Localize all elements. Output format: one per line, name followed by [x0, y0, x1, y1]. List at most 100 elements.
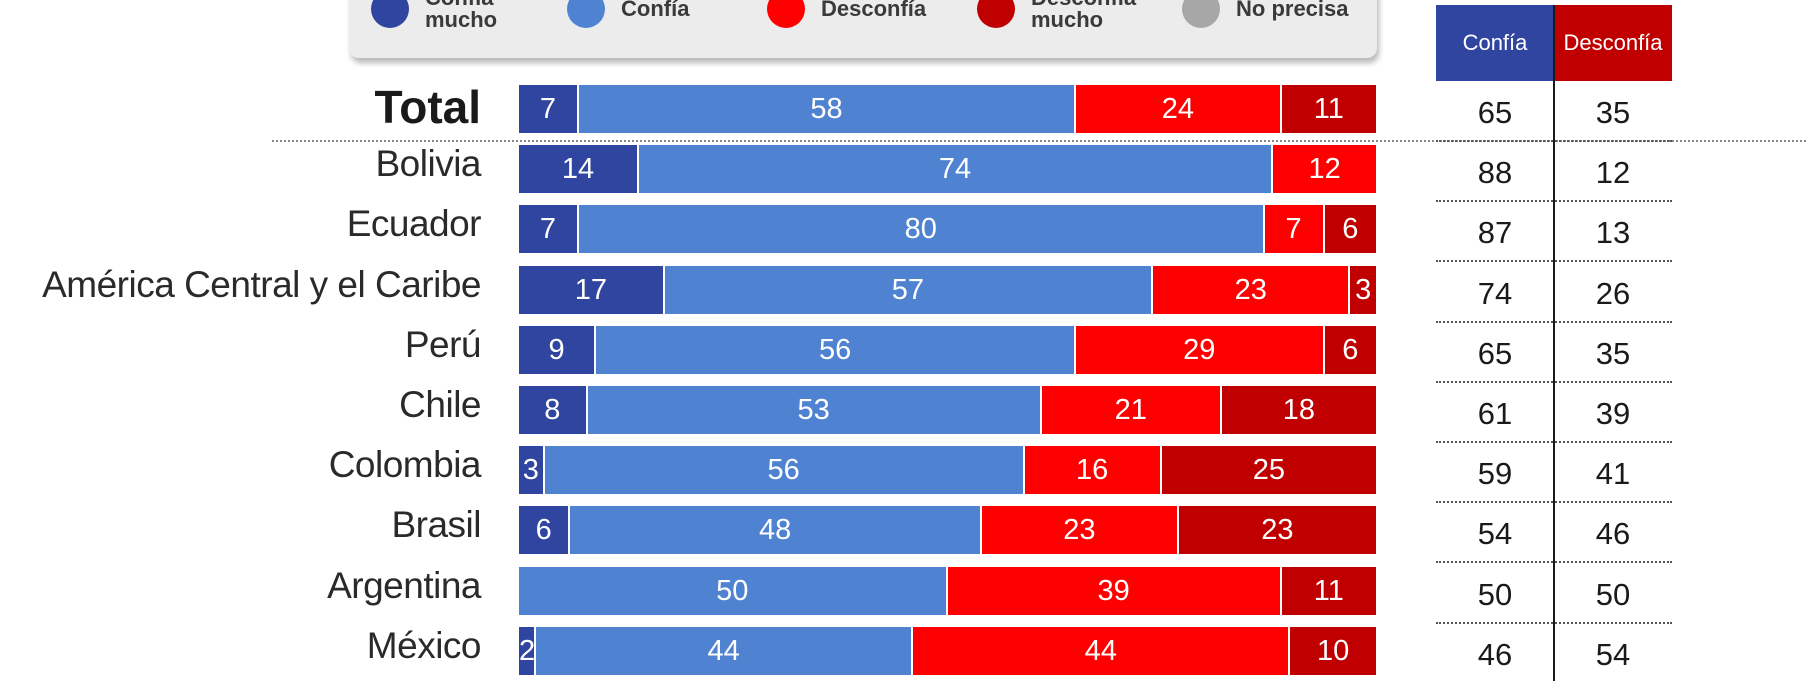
bar-segment-desconfia: 21 [1041, 386, 1222, 434]
summary-value-confia: 46 [1477, 636, 1513, 672]
row-label-colombia: Colombia [328, 444, 482, 486]
bar-segment-confia: 80 [578, 205, 1265, 254]
bar-row-brasil: 6 48 23 23 [519, 506, 1376, 555]
legend-label-line: No precisa [1236, 0, 1349, 21]
bar-value-label: 16 [1076, 454, 1109, 487]
summary-value-desconfia: 41 [1595, 456, 1631, 492]
bar-segment-desconfia-mucho: 10 [1290, 626, 1376, 675]
bar-segment-desconfia-mucho: 3 [1350, 265, 1376, 314]
bar-value-label: 74 [938, 153, 972, 186]
legend-item-confia: Confía [567, 0, 689, 31]
bar-value-label: 80 [904, 213, 937, 246]
bar-value-label: 50 [716, 574, 749, 607]
bar-row-bolivia: 14 74 12 [519, 145, 1376, 194]
row-label-peru: Perú [404, 323, 482, 365]
summary-value-desconfia: 35 [1595, 335, 1631, 371]
summary-value-confia: 61 [1477, 396, 1513, 431]
bar-value-label: 24 [1161, 93, 1195, 125]
bar-segment-confia-mucho: 7 [519, 205, 579, 254]
bar-value-label: 9 [548, 333, 565, 366]
bar-value-label: 21 [1114, 394, 1147, 426]
bar-value-label: 11 [1313, 574, 1344, 607]
summary-value-confia: 88 [1477, 155, 1513, 191]
bar-segment-confia-mucho: 3 [519, 446, 545, 495]
bar-segment-confia: 74 [638, 145, 1274, 194]
legend-swatch-confia-mucho [371, 0, 409, 28]
bar-segment-desconfia-mucho: 6 [1324, 325, 1376, 374]
bar-segment-desconfia-mucho: 18 [1221, 386, 1376, 434]
row-label-ecuador: Ecuador [346, 203, 482, 245]
bar-segment-desconfia: 44 [913, 626, 1291, 675]
bar-value-label: 7 [1285, 213, 1302, 246]
bar-segment-confia: 48 [570, 506, 982, 555]
bar-segment-confia-mucho: 2 [519, 626, 537, 675]
legend-item-no-precisa: No precisa [1182, 0, 1349, 31]
bar-value-label: 3 [1355, 273, 1372, 306]
bar-segment-desconfia-mucho: 11 [1281, 85, 1376, 133]
summary-value-confia: 54 [1477, 516, 1513, 552]
bar-segment-confia-mucho: 17 [519, 265, 665, 314]
legend: ConfíamuchoConfíaDesconfíaDesconfíamucho… [349, 0, 1377, 58]
row-label-bolivia: Bolivia [375, 143, 482, 185]
bar-value-label: 44 [707, 634, 740, 667]
bar-value-label: 44 [1084, 634, 1117, 667]
bar-value-label: 12 [1308, 153, 1341, 186]
bar-value-label: 18 [1282, 394, 1315, 426]
bar-segment-confia: 56 [544, 446, 1025, 495]
bar-value-label: 56 [818, 333, 852, 366]
bar-value-label: 58 [810, 93, 843, 125]
legend-swatch-no-precisa [1182, 0, 1220, 28]
bar-value-label: 3 [522, 454, 539, 487]
summary-value-confia: 50 [1477, 576, 1513, 612]
legend-label: Confía [621, 0, 689, 20]
summary-value-desconfia: 35 [1595, 95, 1631, 130]
bar-row-chile: 8 53 21 18 [519, 386, 1376, 434]
row-label-total: Total [374, 81, 481, 133]
bar-segment-confia-mucho: 8 [519, 386, 588, 434]
bar-segment-desconfia: 39 [947, 566, 1282, 615]
bar-value-label: 14 [561, 153, 595, 186]
legend-swatch-desconfia [767, 0, 805, 28]
legend-label-line: Desconfía [821, 0, 927, 21]
summary-value-confia: 59 [1477, 456, 1513, 492]
bar-segment-confia: 57 [664, 265, 1154, 314]
bar-segment-confia-mucho: 14 [519, 145, 639, 194]
summary-value-confia: 65 [1477, 95, 1513, 130]
legend-label-line: mucho [425, 7, 498, 32]
summary-value-desconfia: 54 [1595, 636, 1631, 672]
bar-segment-desconfia-mucho: 11 [1281, 566, 1376, 615]
bar-segment-confia: 58 [578, 85, 1077, 133]
bar-value-label: 23 [1063, 514, 1096, 547]
row-label-argentina: Argentina [327, 564, 481, 606]
bar-value-label: 17 [574, 273, 607, 306]
bar-segment-desconfia: 16 [1024, 446, 1162, 495]
bar-value-label: 10 [1317, 634, 1350, 667]
bar-value-label: 11 [1313, 93, 1344, 125]
bar-value-label: 2 [519, 634, 536, 667]
bar-value-label: 7 [539, 93, 557, 125]
row-label-chile: Chile [399, 384, 481, 425]
bar-segment-desconfia-mucho: 23 [1178, 506, 1376, 555]
bar-segment-desconfia: 24 [1076, 85, 1282, 133]
bar-segment-confia-mucho: 6 [519, 506, 571, 555]
bar-segment-desconfia: 12 [1273, 145, 1376, 194]
bar-segment-confia: 53 [587, 386, 1042, 434]
summary-value-desconfia: 46 [1595, 516, 1631, 552]
bar-segment-confia: 56 [596, 325, 1077, 374]
bar-value-label: 8 [544, 394, 561, 426]
bar-row-peru: 9 56 29 6 [519, 325, 1376, 374]
bar-row-argentina: 50 39 11 [519, 566, 1376, 615]
summary-value-desconfia: 39 [1595, 396, 1631, 431]
legend-label-line: Confía [425, 0, 497, 9]
bar-segment-desconfia: 23 [1153, 265, 1351, 314]
bar-value-label: 53 [797, 394, 830, 426]
bar-value-label: 39 [1097, 574, 1130, 607]
bar-segment-confia: 50 [519, 566, 948, 615]
bar-value-label: 6 [1342, 213, 1359, 246]
summary-value-desconfia: 13 [1595, 215, 1631, 251]
bar-value-label: 48 [758, 514, 792, 547]
bar-segment-confia-mucho: 9 [519, 325, 597, 374]
